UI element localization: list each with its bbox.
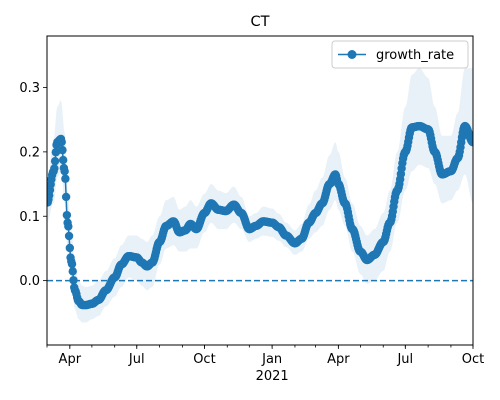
y-tick-label: 0.0 xyxy=(19,274,40,289)
data-point xyxy=(51,148,61,157)
data-point xyxy=(58,145,67,155)
x-tick-label: Jul xyxy=(396,352,413,367)
data-point xyxy=(67,259,77,269)
x-tick-label: Apr xyxy=(59,352,82,367)
data-point xyxy=(65,243,75,253)
x-tick-label: Oct xyxy=(193,352,215,367)
plot-area xyxy=(47,68,473,323)
data-point xyxy=(60,166,69,176)
x-tick-label: Apr xyxy=(327,352,350,367)
legend-label: growth_rate xyxy=(376,48,454,63)
data-point xyxy=(61,174,70,183)
legend-box xyxy=(331,40,469,69)
data-point xyxy=(64,231,74,241)
x-tick-label: Jan xyxy=(261,352,282,367)
data-point xyxy=(62,210,72,220)
y-tick-label: 0.1 xyxy=(19,210,40,225)
data-point xyxy=(58,155,68,165)
data-point xyxy=(68,267,77,276)
x-axis: Apr Jul Oct Jan Apr Jul Oct xyxy=(46,345,484,367)
chart-title: CT xyxy=(251,14,270,30)
x-tick-label: Jul xyxy=(128,352,145,367)
plot-frame xyxy=(46,35,474,346)
x-tick-label: Oct xyxy=(462,352,484,367)
y-axis: 0.0 0.1 0.2 0.3 xyxy=(19,81,47,289)
data-point xyxy=(468,138,473,147)
legend: growth_rate xyxy=(331,40,469,69)
data-point xyxy=(50,164,59,173)
data-point xyxy=(61,192,71,202)
data-point xyxy=(69,276,78,285)
data-point xyxy=(57,137,66,147)
growth-rate-markers xyxy=(47,121,473,310)
y-tick-label: 0.2 xyxy=(19,145,40,160)
data-point xyxy=(50,156,60,166)
legend-marker-swatch xyxy=(347,50,357,59)
x-year-label: 2021 xyxy=(256,369,289,384)
data-point xyxy=(64,222,73,231)
y-tick-label: 0.3 xyxy=(19,81,40,96)
